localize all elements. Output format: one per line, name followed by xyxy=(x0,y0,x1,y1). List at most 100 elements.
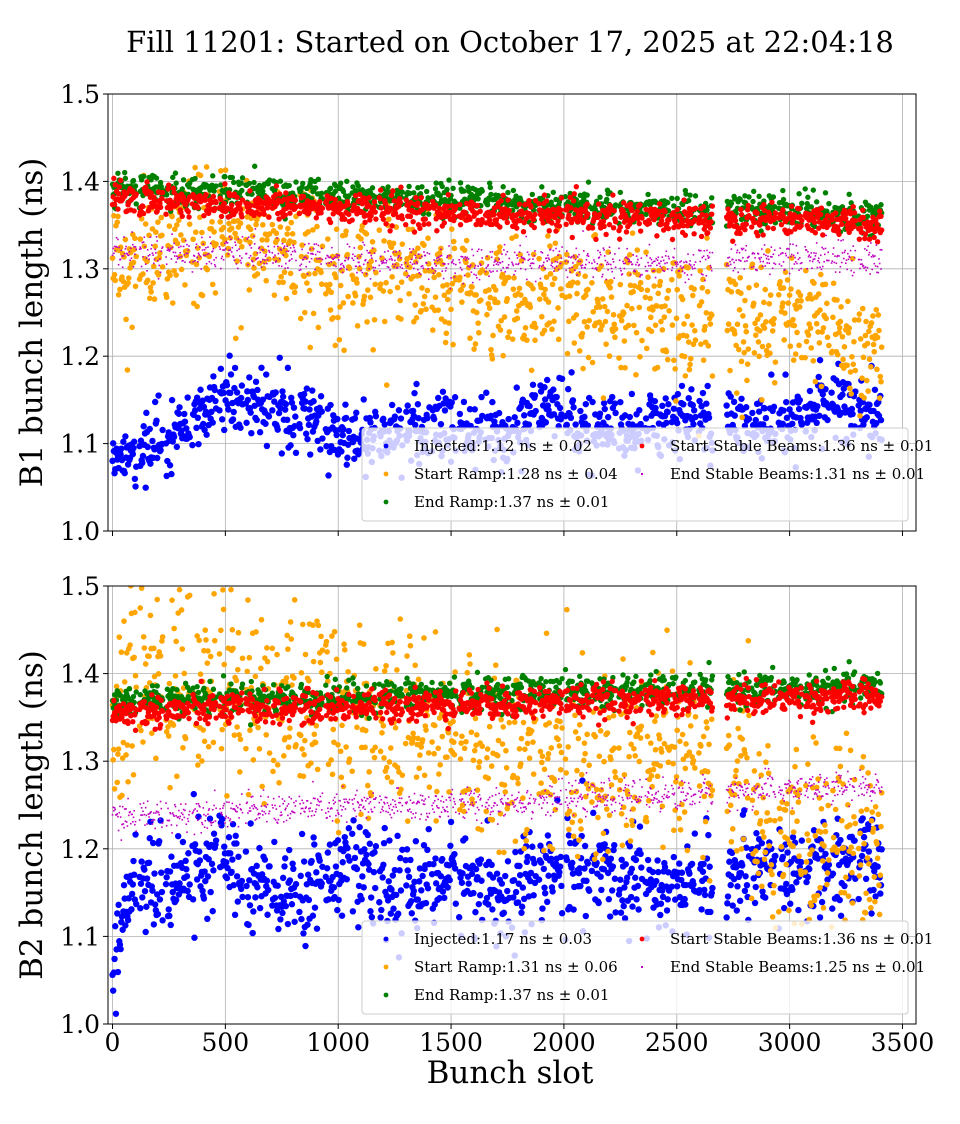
data-point xyxy=(461,188,466,193)
data-point xyxy=(638,264,640,266)
data-point xyxy=(231,180,236,185)
data-point xyxy=(146,257,148,259)
data-point xyxy=(341,268,343,270)
data-point xyxy=(513,233,519,239)
data-point xyxy=(530,286,536,292)
data-point xyxy=(387,228,392,233)
data-point xyxy=(799,218,804,223)
data-point xyxy=(293,198,298,203)
data-point xyxy=(312,253,314,255)
data-point xyxy=(380,416,386,422)
data-point xyxy=(743,329,749,335)
data-point xyxy=(558,207,563,212)
data-point xyxy=(568,205,573,210)
data-point xyxy=(593,259,595,261)
data-point xyxy=(267,246,269,248)
data-point xyxy=(396,407,402,413)
data-point xyxy=(706,414,712,420)
data-point xyxy=(676,273,682,279)
data-point xyxy=(406,276,408,278)
data-point xyxy=(502,314,508,320)
data-point xyxy=(643,249,649,255)
data-point xyxy=(506,275,512,281)
data-point xyxy=(663,395,669,401)
data-point xyxy=(585,287,591,293)
data-point xyxy=(817,307,823,313)
data-point xyxy=(278,274,284,280)
data-point xyxy=(849,354,855,360)
data-point xyxy=(372,247,374,249)
data-point xyxy=(465,272,471,278)
data-point xyxy=(257,252,259,254)
data-point xyxy=(492,251,494,253)
data-point xyxy=(506,329,512,335)
data-point xyxy=(495,300,501,306)
data-point xyxy=(514,308,520,314)
data-point xyxy=(582,273,588,279)
data-point xyxy=(553,240,559,246)
data-point xyxy=(248,227,254,233)
data-point xyxy=(688,278,690,280)
data-point xyxy=(679,383,685,389)
data-point xyxy=(264,237,270,243)
data-point xyxy=(179,256,181,258)
data-point xyxy=(176,255,178,257)
data-point xyxy=(405,402,411,408)
data-point xyxy=(558,286,564,292)
data-point xyxy=(381,217,386,222)
data-point xyxy=(798,223,803,228)
data-point xyxy=(701,204,706,209)
data-point xyxy=(618,224,623,229)
data-point xyxy=(146,270,148,272)
data-point xyxy=(824,417,830,423)
data-point xyxy=(353,410,359,416)
data-point xyxy=(446,177,451,182)
data-point xyxy=(350,217,355,222)
data-point xyxy=(407,264,413,270)
data-point xyxy=(370,347,376,353)
data-point xyxy=(173,180,178,185)
data-point xyxy=(691,407,697,413)
data-point xyxy=(129,260,131,262)
data-point xyxy=(570,235,575,240)
data-point xyxy=(500,262,502,264)
data-point xyxy=(181,177,186,182)
data-point xyxy=(311,258,313,260)
data-point xyxy=(234,195,239,200)
data-point xyxy=(647,262,649,264)
data-point xyxy=(254,417,260,423)
data-point xyxy=(542,328,548,334)
data-point xyxy=(647,296,653,302)
data-point xyxy=(333,264,335,266)
data-point xyxy=(374,267,376,269)
data-point xyxy=(600,296,606,302)
data-point xyxy=(452,246,458,252)
data-point xyxy=(639,276,641,278)
data-point xyxy=(213,290,219,296)
data-point xyxy=(232,365,238,371)
data-point xyxy=(543,262,545,264)
data-point xyxy=(345,294,351,300)
data-point xyxy=(320,263,322,265)
data-point xyxy=(773,359,779,365)
data-point xyxy=(193,229,199,235)
data-point xyxy=(301,194,306,199)
data-point xyxy=(600,254,602,256)
data-point xyxy=(189,442,195,448)
data-point xyxy=(135,249,137,251)
data-point xyxy=(529,368,535,374)
data-point xyxy=(835,352,841,358)
data-point xyxy=(133,183,138,188)
data-point xyxy=(599,252,601,254)
data-point xyxy=(287,267,289,269)
data-point xyxy=(613,277,615,279)
data-point xyxy=(219,248,221,250)
data-point xyxy=(291,240,297,246)
data-point xyxy=(741,339,747,345)
data-point xyxy=(505,197,510,202)
data-point xyxy=(111,176,116,181)
data-point xyxy=(878,417,884,423)
data-point xyxy=(816,291,822,297)
data-point xyxy=(170,247,172,249)
data-point xyxy=(264,259,266,261)
